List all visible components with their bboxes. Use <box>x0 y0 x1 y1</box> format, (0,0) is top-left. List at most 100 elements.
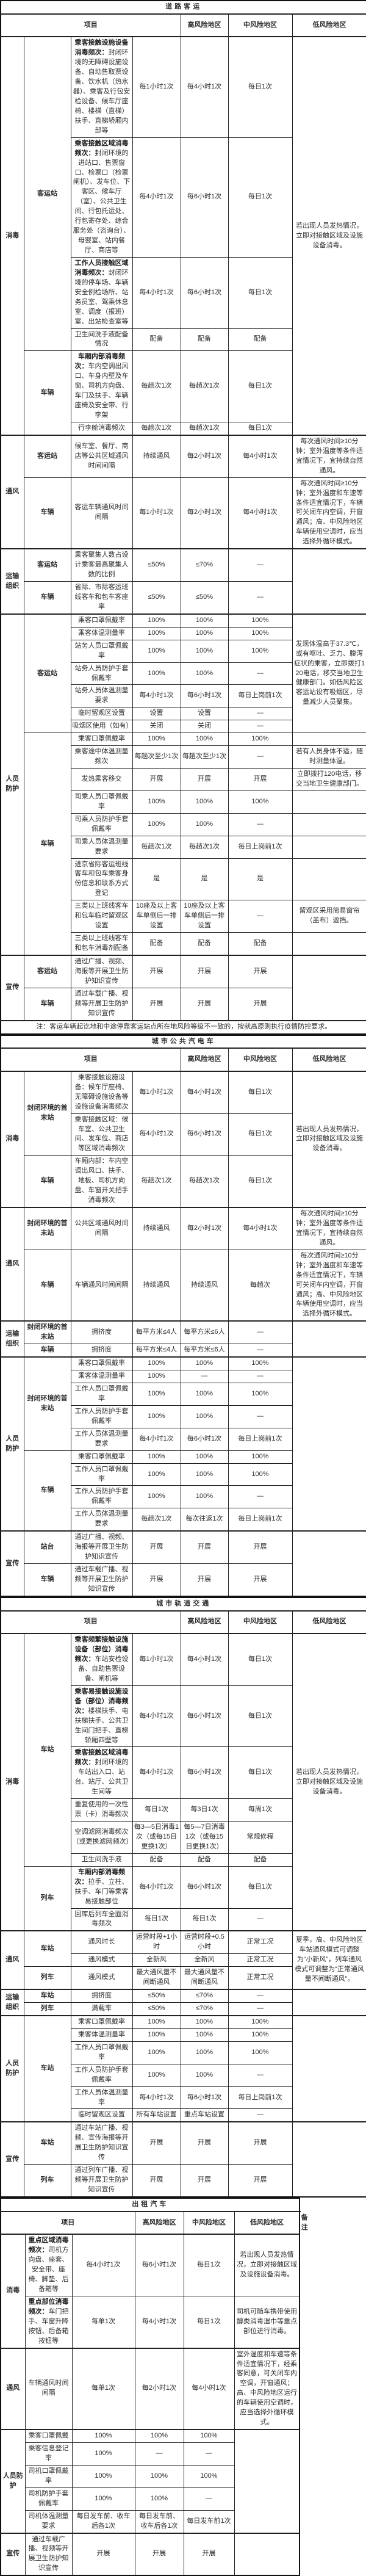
value-cell: 100% <box>180 626 229 640</box>
value-cell: 开展 <box>132 2164 181 2198</box>
section-title: 道路客运 <box>0 0 366 15</box>
value-cell: 每趟次1次 <box>180 1155 229 1208</box>
value-cell: 100% <box>228 639 293 663</box>
value-cell: 每日上岗前1次 <box>228 1427 293 1451</box>
remark-cell <box>292 733 366 747</box>
category-cell: 宣传 <box>0 2532 26 2576</box>
value-cell: 每4小时1次 <box>132 1685 181 1748</box>
value-cell: 每2小时1次 <box>134 2347 184 2430</box>
item-cell: 通过广播、视频、海报等开展卫生防护知识宣传 <box>70 1530 133 1565</box>
value-cell: 100% <box>132 2014 181 2029</box>
value-cell: 每日1次 <box>228 421 293 436</box>
value-cell: 每趟次 <box>228 1249 293 1322</box>
value-cell: 开展 <box>180 768 229 791</box>
remark-cell: 每次通风时间≥10分钟；室外温度等条件适宜情况下，宜持续自然通风。 <box>292 434 366 478</box>
item-cell: 司机防护手套佩戴率 <box>24 2487 73 2511</box>
item-cell: 行李舱消毒频次 <box>70 421 133 436</box>
value-cell: 每4小时1次 <box>132 1865 181 1909</box>
value-cell: 100% <box>71 2464 135 2488</box>
remark-cell: 司机可随车携带使用醇类消毒湿巾等重点部位进行消毒。 <box>234 2295 300 2349</box>
item-cell: 公共区域通风时间间隔 <box>70 1206 133 1250</box>
value-cell: — <box>228 1405 293 1428</box>
value-cell: 是 <box>228 858 293 901</box>
value-cell: 开展 <box>180 1563 229 1597</box>
item-cell: 通过车载广播、视频等开展卫生防护知识宣传 <box>70 987 133 1021</box>
value-cell: 每6小时1次 <box>180 1746 229 1800</box>
value-cell: 每日上岗前1次 <box>228 684 293 708</box>
item-cell: 车辆通风时间间隔 <box>24 2347 73 2430</box>
item-cell: 车厢内部消毒频次：车内空调出风口、车身内壁及车窗、司机方向盘、车门及扶手、车辆座… <box>70 350 133 422</box>
value-cell: — <box>228 2002 293 2016</box>
value-cell: 配备 <box>132 1853 181 1867</box>
value-cell: 100% <box>132 790 181 814</box>
value-cell: 100% <box>132 2028 181 2042</box>
value-cell: 100% <box>132 1370 181 1383</box>
value-cell: 持续通风 <box>180 1249 229 1322</box>
value-cell: 100% <box>180 1450 229 1464</box>
value-cell: — <box>183 2442 235 2466</box>
item-label-rest: 楼梯扶手、电扶梯扶手、公共卫生间门把手、直梯轿厢四壁等 <box>74 1707 129 1744</box>
value-cell: 每日发车前、收车后各1次 <box>71 2509 135 2534</box>
value-cell: 常规修程 <box>228 1821 293 1854</box>
value-cell: 每趟次至少1次 <box>180 745 229 769</box>
sub-category-cell: 客运站 <box>23 613 71 734</box>
value-cell: 每6小时1次 <box>180 1865 229 1909</box>
column-header-project: 项目 <box>0 1047 181 1072</box>
value-cell: 100% <box>180 733 229 747</box>
column-header: 低风险地区 <box>292 13 366 37</box>
value-cell: ≤70% <box>180 2002 229 2016</box>
table-city-bus-trolleybus: 城市公共汽电车项目高风险地区中风险地区低风险地区备注消毒封闭环境的首末站乘客接触… <box>0 1034 366 1597</box>
value-cell: 是 <box>180 858 229 901</box>
value-cell: 100% <box>132 626 181 640</box>
value-cell: 每趟次至少1次 <box>132 745 181 769</box>
value-cell: 每3—5日消毒1次（或每15日更换1次） <box>132 1821 181 1854</box>
value-cell: 每日1次 <box>228 256 293 329</box>
item-cell: 通风模式 <box>70 1966 133 1990</box>
value-cell: 正常工况 <box>228 1966 293 1990</box>
value-cell: 每4小时1次 <box>71 2234 135 2296</box>
sub-category-cell: 客运站 <box>23 434 71 478</box>
sub-category-cell: 车站 <box>23 1930 71 1967</box>
item-cell: 工作人员体温测量率 <box>70 2086 133 2110</box>
item-cell: 重复使用的一次性票（卡）消毒频次 <box>70 1798 133 1822</box>
value-cell: 关闭 <box>132 720 181 734</box>
value-cell: 100% <box>132 1383 181 1406</box>
item-cell: 临时留观区设置 <box>70 2108 133 2122</box>
item-cell: 通过广播、视频、海报等开展卫生防护知识宣传 <box>70 954 133 988</box>
table-taxi: 出租汽车 项目 高风险地区 中风险地区 低风险地区 备注 消毒 重点区域消毒频次：司机方向盘、… <box>0 2197 308 2576</box>
value-cell: 100% <box>132 1450 181 1464</box>
value-cell: — <box>228 1320 293 1345</box>
remark-cell <box>292 2014 366 2122</box>
value-cell: 100% <box>228 613 293 628</box>
value-cell: 重点车站设置 <box>180 2108 229 2122</box>
value-cell: 每1小时1次 <box>132 36 181 138</box>
item-cell: 乘客口罩佩戴率 <box>70 1356 133 1371</box>
category-cell: 宣传 <box>0 1530 24 1597</box>
sub-category-cell: 车辆 <box>23 1344 71 1358</box>
value-cell: 每日1次 <box>228 36 293 138</box>
sub-category-cell: 客运站 <box>23 36 71 352</box>
value-cell: 配备 <box>180 932 229 956</box>
value-cell: 100% <box>71 2429 135 2444</box>
remark-cell: 若出现人员发热情况，立即对接触区域及设施设备消毒。 <box>292 1633 366 1931</box>
value-cell: 开展 <box>228 1530 293 1565</box>
section-title: 城市轨道交通 <box>0 1597 366 1612</box>
value-cell: 每日1次 <box>228 137 293 258</box>
value-cell: 每趟次1次 <box>132 835 181 859</box>
remark-cell <box>292 812 366 836</box>
item-label-bold: 车厢内部消毒频次： <box>74 353 126 371</box>
value-cell: 每6小时1次 <box>134 2234 184 2296</box>
remark-cell: 每次通风时间≥10分钟；室外温度和车速等条件适宜情况下，车辆可关闭车内空调，开窗… <box>292 477 366 549</box>
item-cell: 乘客接触设施设备：候车厅座椅、无障碍设施设备等设施设备消毒频次 <box>70 1070 133 1114</box>
value-cell: 每日1次 <box>228 1746 293 1800</box>
item-cell: 车厢内部：车内空调出风口、扶手、地板、司机方向盘、车窗开关把手消毒频次 <box>70 1155 133 1208</box>
value-cell: 每1小时1次 <box>132 1633 181 1686</box>
category-cell: 运输组织 <box>0 1989 24 2016</box>
value-cell: 正常工况 <box>228 1930 293 1955</box>
item-cell: 乘客接触区域消毒频次：封闭环境的车站出入口、站台、站厅、公共卫生间等 <box>70 1746 133 1800</box>
item-cell: 司机口罩佩戴率 <box>24 2464 73 2488</box>
value-cell: 开展 <box>132 2121 181 2165</box>
value-cell: 配备 <box>132 932 181 956</box>
value-cell: 每日1次 <box>132 1908 181 1931</box>
value-cell: 100% <box>180 2014 229 2029</box>
